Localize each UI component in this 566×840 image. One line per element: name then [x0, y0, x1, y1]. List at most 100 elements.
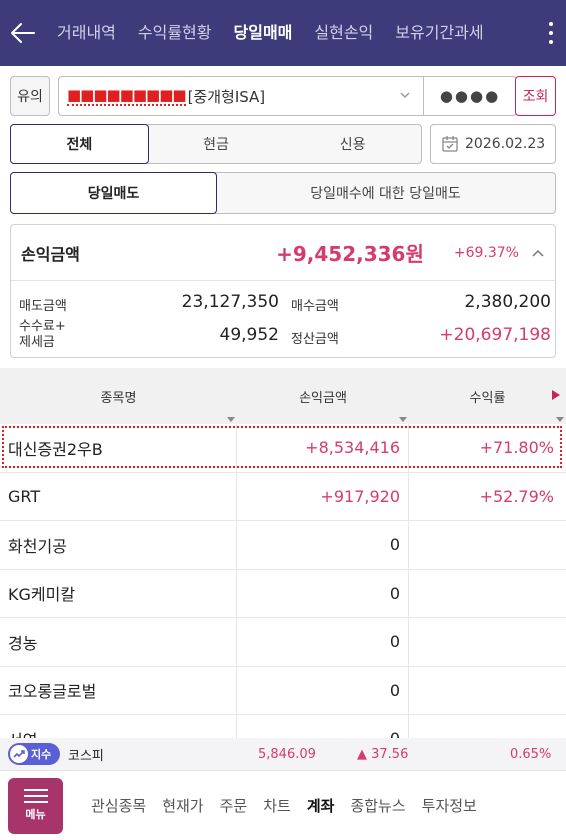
stock-pnl-amount: +8,534,416	[237, 424, 409, 472]
back-button[interactable]	[0, 0, 46, 66]
table-row[interactable]: 코오롱글로벌 0	[0, 666, 566, 715]
column-amount-label: 손익금액	[299, 390, 347, 406]
menu-label: 메뉴	[25, 808, 46, 821]
table-header: 종목명 손익금액 수익률	[0, 368, 566, 424]
stock-return-rate: +71.80%	[479, 438, 554, 458]
summary-rate: +69.37%	[453, 244, 519, 261]
column-header-amount[interactable]: 손익금액	[237, 368, 409, 424]
chevron-up-icon[interactable]	[531, 248, 545, 258]
stock-return-rate	[409, 570, 566, 618]
table-row[interactable]: 화천기공 0	[0, 521, 566, 570]
stock-return-rate	[409, 667, 566, 715]
fee-tax-label: 수수료+ 제세금	[19, 319, 66, 351]
tab-holding-tax[interactable]: 보유기간과세	[395, 23, 484, 42]
table-row[interactable]: 대신증권2우B +8,534,416 +71.80%	[0, 424, 566, 473]
settle-amount-value: +20,697,198	[439, 325, 551, 345]
sell-type-segment: 당일매도 당일매수에 대한 당일매도	[10, 172, 556, 214]
summary-header[interactable]: 손익금액 +9,452,336원 +69.37%	[11, 225, 555, 281]
pnl-summary-panel: 손익금액 +9,452,336원 +69.37% 매도금액 23,127,350…	[10, 224, 556, 358]
index-value: 5,846.09	[258, 746, 316, 762]
stock-return-rate	[409, 521, 566, 569]
stock-pnl-amount: +917,920	[237, 472, 409, 520]
segment-credit[interactable]: 신용	[339, 137, 366, 153]
segment-cash[interactable]: 현금	[203, 137, 229, 153]
column-header-rate[interactable]: 수익률	[409, 368, 566, 424]
index-badge-label: 지수	[31, 748, 52, 761]
settle-amount-label: 정산금액	[291, 332, 339, 347]
top-header: 거래내역 수익률현황 당일매매 실현손익 보유기간과세	[0, 0, 566, 66]
menu-button[interactable]: 메뉴	[8, 777, 63, 834]
more-dot-icon	[549, 31, 553, 35]
account-row: 유의 ■■■■■■■■■ [중개형ISA] ●●●● 조회	[10, 76, 556, 116]
nav-watchlist[interactable]: 관심종목	[91, 797, 147, 815]
account-select[interactable]: ■■■■■■■■■ [중개형ISA]	[58, 76, 424, 116]
stock-return-rate	[409, 715, 566, 738]
segment-all[interactable]: 전체	[10, 124, 149, 164]
index-name: 코스피	[68, 748, 104, 764]
column-rate-label: 수익률	[469, 390, 506, 406]
segment-daily-sell[interactable]: 당일매도	[10, 172, 217, 214]
stock-return-rate	[409, 618, 566, 666]
arrow-left-icon	[11, 23, 35, 43]
fee-label-line1: 수수료+	[19, 319, 66, 334]
index-percent: 0.65%	[510, 746, 552, 762]
nav-investment-info[interactable]: 투자정보	[421, 797, 477, 815]
index-badge[interactable]: 지수	[8, 743, 60, 765]
stock-name: 서연	[0, 715, 237, 738]
stock-pnl-amount: 0	[237, 666, 409, 714]
stock-name: 코오롱글로벌	[0, 666, 237, 714]
more-dot-icon	[549, 22, 553, 26]
sort-caret-icon	[399, 417, 407, 422]
column-header-name[interactable]: 종목명	[0, 368, 237, 424]
nav-current-price[interactable]: 현재가	[162, 797, 204, 815]
segment-daily-buy-sell[interactable]: 당일매수에 대한 당일매도	[310, 186, 461, 202]
market-index-ticker[interactable]: 지수 코스피 5,846.09 ▲ 37.56 0.65%	[0, 738, 566, 770]
hamburger-icon	[23, 789, 48, 803]
stock-return-rate: +52.79%	[479, 486, 554, 506]
table-row[interactable]: GRT +917,920 +52.79%	[0, 472, 566, 521]
trend-up-icon	[10, 745, 28, 763]
tab-return-status[interactable]: 수익률현황	[137, 23, 212, 42]
date-value: 2026.02.23	[465, 136, 546, 152]
tab-bar: 거래내역 수익률현황 당일매매 실현손익 보유기간과세	[46, 0, 536, 66]
sell-amount-value: 23,127,350	[181, 292, 279, 312]
table-row[interactable]: KG케미칼 0	[0, 569, 566, 618]
stock-pnl-amount: 0	[237, 715, 409, 738]
nav-chart[interactable]: 차트	[263, 797, 291, 815]
nav-news[interactable]: 종합뉴스	[350, 797, 406, 815]
index-change: ▲ 37.56	[357, 746, 409, 762]
chevron-down-icon	[400, 92, 410, 99]
sort-caret-icon	[556, 417, 564, 422]
tab-daily-trade[interactable]: 당일매매	[233, 23, 293, 42]
query-button[interactable]: 조회	[515, 76, 556, 116]
bottom-navigation: 메뉴 관심종목 현재가 주문 차트 계좌 종합뉴스 투자정보	[0, 770, 566, 840]
password-field[interactable]: ●●●●	[423, 76, 517, 116]
stock-name: 화천기공	[0, 521, 237, 569]
nav-order[interactable]: 주문	[219, 797, 248, 815]
stock-pnl-amount: 0	[237, 618, 409, 666]
table-row[interactable]: 경농 0	[0, 618, 566, 667]
stock-list: 대신증권2우B +8,534,416 +71.80% GRT +917,920 …	[0, 424, 566, 738]
tab-trade-history[interactable]: 거래내역	[57, 23, 116, 42]
buy-amount-value: 2,380,200	[464, 292, 551, 312]
summary-details: 매도금액 23,127,350 매수금액 2,380,200 수수료+ 제세금 …	[11, 281, 555, 357]
table-row[interactable]: 서연 0	[0, 715, 566, 738]
summary-amount: +9,452,336원	[276, 242, 424, 266]
nav-items: 관심종목 현재가 주문 차트 계좌 종합뉴스 투자정보	[83, 795, 485, 816]
tab-realized-pnl[interactable]: 실현손익	[314, 23, 374, 42]
fee-tax-value: 49,952	[219, 325, 279, 345]
stock-name: 경농	[0, 618, 237, 666]
stock-name: 대신증권2우B	[0, 424, 237, 472]
calendar-icon	[442, 136, 458, 152]
scroll-right-arrow-icon[interactable]	[552, 390, 560, 400]
more-menu-button[interactable]	[536, 0, 566, 66]
stock-pnl-amount: 0	[237, 521, 409, 569]
sort-caret-icon	[227, 417, 235, 422]
buy-amount-label: 매수금액	[291, 299, 339, 314]
nav-account[interactable]: 계좌	[306, 797, 335, 815]
more-dot-icon	[549, 40, 553, 44]
column-name-label: 종목명	[100, 390, 137, 406]
stock-pnl-amount: 0	[237, 569, 409, 617]
caution-button[interactable]: 유의	[10, 76, 50, 116]
date-picker[interactable]: 2026.02.23	[430, 124, 556, 164]
